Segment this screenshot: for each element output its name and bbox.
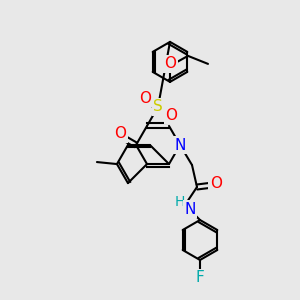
Text: F: F — [196, 271, 204, 286]
Text: O: O — [165, 108, 177, 123]
Text: O: O — [164, 56, 176, 71]
Text: O: O — [139, 91, 151, 106]
Text: N: N — [174, 137, 186, 152]
Text: O: O — [114, 127, 126, 142]
Text: S: S — [153, 99, 163, 114]
Text: N: N — [184, 202, 196, 217]
Text: H: H — [175, 195, 185, 209]
Text: O: O — [210, 176, 222, 190]
